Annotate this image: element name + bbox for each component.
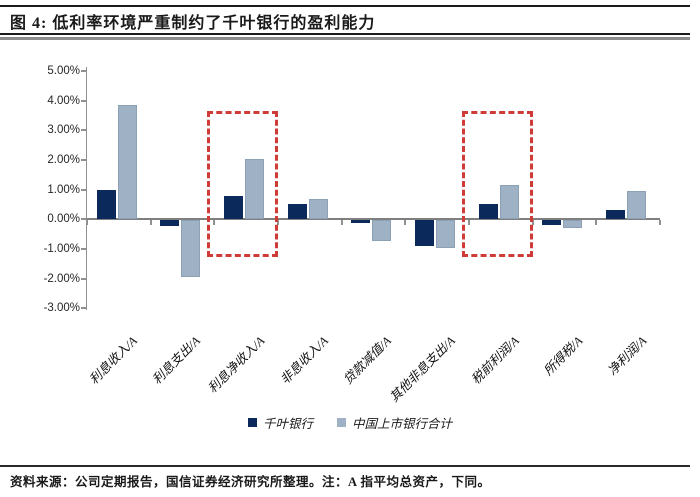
bar-中国上市银行合计-贷款减值/A (372, 220, 392, 242)
legend-item-china-listed-banks: 中国上市银行合计 (337, 413, 452, 432)
y-axis-tick-label: 3.00% (47, 124, 80, 137)
bar-中国上市银行合计-所得税/A (563, 220, 583, 228)
x-axis-tick-mark (86, 220, 88, 226)
x-axis-category-label: 税前利润/A (468, 333, 522, 387)
y-axis-tick-mark (81, 307, 86, 310)
bar-千叶银行-税前利润/A (478, 204, 498, 220)
x-axis-tick-mark (404, 220, 407, 226)
highlight-box (207, 111, 279, 257)
bar-千叶银行-利息收入/A (96, 189, 116, 220)
source-note: 资料来源：公司定期报告，国信证券经济研究所整理。注：A 指平均总资产，下同。 (10, 475, 491, 489)
x-axis-tick-mark (213, 220, 216, 226)
bar-千叶银行-净利润/A (605, 209, 625, 220)
title-underline-gray (0, 37, 690, 40)
y-axis-tick-mark (81, 277, 86, 280)
y-axis-tick-label: -3.00% (43, 302, 80, 315)
y-axis-tick-mark (81, 188, 86, 191)
chart-legend: 千叶银行 中国上市银行合计 (0, 412, 700, 432)
bar-中国上市银行合计-净利润/A (626, 190, 646, 220)
legend-item-chiba-bank: 千叶银行 (247, 413, 313, 432)
legend-swatch-light (337, 417, 346, 427)
y-axis-tick-mark (81, 129, 86, 132)
bar-中国上市银行合计-利息收入/A (117, 105, 137, 220)
x-axis-category-label: 利息净收入/A (204, 333, 267, 396)
title-underline-dark (0, 33, 690, 35)
x-axis-tick-mark (468, 220, 470, 226)
y-axis-tick-label: 4.00% (47, 94, 80, 107)
x-axis-zero-line (87, 218, 660, 221)
y-axis-tick-mark (81, 218, 86, 221)
bar-千叶银行-利息支出/A (160, 220, 180, 226)
y-axis-tick-label: -2.00% (43, 272, 80, 285)
bar-千叶银行-非息收入/A (287, 204, 307, 220)
x-axis-category-label: 非息收入/A (277, 333, 331, 387)
bar-千叶银行-贷款减值/A (351, 220, 371, 223)
y-axis-tick-label: 5.00% (47, 65, 80, 77)
y-axis-tick-mark (81, 70, 86, 72)
y-axis-tick-label: 0.00% (47, 213, 80, 226)
y-axis-tick-label: -1.00% (43, 242, 80, 255)
x-axis-tick-mark (595, 220, 598, 226)
x-axis-category-label: 净利润/A (604, 333, 649, 379)
bar-中国上市银行合计-税前利润/A (499, 185, 519, 220)
x-axis-category-label: 利息收入/A (86, 333, 140, 387)
bar-中国上市银行合计-利息净收入/A (244, 159, 264, 220)
bar-中国上市银行合计-其他非息支出/A (435, 220, 455, 249)
bar-千叶银行-其他非息支出/A (414, 220, 434, 246)
bar-千叶银行-利息净收入/A (223, 195, 243, 220)
x-axis-category-label: 其他非息支出/A (387, 333, 458, 405)
x-axis-tick-mark (340, 220, 343, 226)
y-axis-tick-mark (81, 99, 86, 102)
figure-title: 图 4: 低利率环境严重制约了千叶银行的盈利能力 (10, 15, 376, 32)
y-axis-tick-mark (81, 247, 86, 250)
x-axis-category-label: 贷款减值/A (341, 333, 395, 387)
bar-千叶银行-所得税/A (542, 220, 562, 225)
y-axis-line (85, 67, 87, 311)
x-axis-category-label: 所得税/A (540, 333, 586, 379)
footer-rule (0, 465, 690, 467)
y-axis-tick-label: 1.00% (47, 183, 80, 196)
x-axis-category-label: 利息支出/A (150, 333, 204, 387)
x-axis-tick-mark (149, 220, 152, 226)
bar-中国上市银行合计-利息支出/A (181, 220, 201, 277)
y-axis-tick-mark (81, 158, 86, 161)
header-top-rule (0, 5, 690, 7)
bar-中国上市银行合计-非息收入/A (308, 198, 328, 220)
highlight-box (462, 111, 534, 257)
legend-swatch-dark (247, 417, 257, 427)
y-axis-tick-label: 2.00% (47, 153, 80, 166)
legend-label: 中国上市银行合计 (352, 416, 453, 431)
x-axis-tick-mark (659, 220, 661, 226)
legend-label: 千叶银行 (262, 416, 313, 431)
